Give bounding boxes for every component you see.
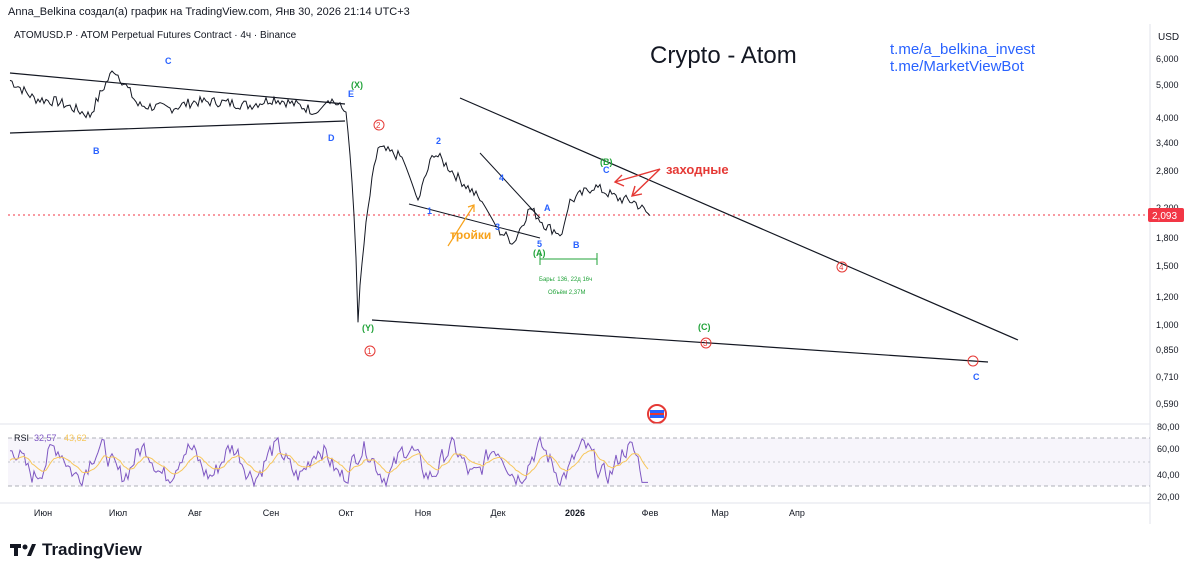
tradingview-logo-icon — [10, 544, 36, 556]
rsi-line[interactable] — [9, 435, 648, 488]
wave-label-4: 4 — [499, 173, 504, 183]
circle-5-marker — [967, 355, 979, 367]
wave-label-C-mid: C — [603, 165, 610, 175]
time-axis[interactable]: Июн Июл Авг Сен Окт Ноя Дек 2026 Фев Мар Апр — [34, 508, 805, 518]
triangle-upper-line[interactable] — [9, 72, 346, 105]
rsi-tick-80: 80,00 — [1157, 422, 1180, 432]
wave-label-circle-1: 1 — [367, 347, 372, 356]
wave-label-E: E — [348, 89, 354, 99]
time-axis-label: Июл — [109, 508, 127, 518]
wave-label-A-green: (A) — [533, 248, 546, 258]
wave-label-B-green: (B) — [600, 157, 613, 167]
current-price-value: 2,093 — [1152, 211, 1177, 222]
chart-title-annotation: Crypto - Atom — [650, 42, 797, 69]
price-tick-label: 6,000 — [1156, 54, 1179, 64]
price-tick-label: 5,000 — [1156, 80, 1179, 90]
price-tick-label: 2,800 — [1156, 166, 1179, 176]
wave-label-C-bottom: C — [973, 372, 980, 382]
rsi-tick-20: 20,00 — [1157, 492, 1180, 502]
rsi-label[interactable]: RSI — [14, 433, 29, 443]
time-axis-label: Сен — [263, 508, 280, 518]
circle-1-marker — [364, 345, 376, 357]
tradingview-logo-text: TradingView — [42, 540, 142, 559]
entry-arrowhead-1 — [613, 174, 625, 187]
time-axis-label: Ноя — [415, 508, 432, 518]
time-axis-label: Окт — [338, 508, 353, 518]
wave-label-A: A — [544, 203, 551, 213]
circle-4-marker — [836, 261, 848, 273]
range-stats-volume: Объём 2,37M — [548, 290, 585, 296]
circle-2-marker — [373, 119, 385, 131]
rsi-value: 32,57 — [34, 433, 57, 443]
price-tick-label: 4,000 — [1156, 113, 1179, 123]
wave-label-B: B — [573, 240, 580, 250]
current-price-tag — [1148, 208, 1184, 222]
wave-label-5: 5 — [537, 239, 542, 249]
descending-channel-lower[interactable] — [371, 319, 989, 363]
triangle-lower-line[interactable] — [9, 120, 346, 134]
symbol-title[interactable]: ATOMUSD.P · ATOM Perpetual Futures Contr… — [14, 30, 297, 41]
time-axis-label: 2026 — [565, 508, 585, 518]
wave-label-C-green: (C) — [698, 322, 711, 332]
price-series-line[interactable] — [9, 70, 651, 323]
chart-attribution: Anna_Belkina создал(а) график на Trading… — [8, 6, 410, 18]
entry-arrow-1 — [614, 168, 661, 183]
wave-label-C-top: C — [165, 56, 172, 66]
range-stats-bars: Бары: 136, 22д 16ч — [539, 277, 592, 283]
price-tick-label: 3,400 — [1156, 138, 1179, 148]
wave-label-D: D — [328, 133, 335, 143]
rsi-ma-value: 43,62 — [64, 433, 87, 443]
wave-label-1: 1 — [427, 206, 432, 216]
entries-label: заходные — [666, 162, 729, 177]
time-axis-label: Дек — [490, 508, 505, 518]
tradingview-logo[interactable]: TradingView — [10, 540, 142, 560]
price-tick-label: 0,590 — [1156, 399, 1179, 409]
descending-channel-upper[interactable] — [459, 97, 1019, 341]
price-tick-label: 0,850 — [1156, 345, 1179, 355]
circle-3-marker — [700, 337, 712, 349]
price-tick-label: 0,710 — [1156, 372, 1179, 382]
rsi-tick-40: 40,00 — [1157, 470, 1180, 480]
wave-label-circle-3: 3 — [703, 339, 708, 348]
wave-label-3: 3 — [495, 222, 500, 232]
triples-arrowhead — [467, 204, 475, 212]
wave-label-B-left: B — [93, 146, 100, 156]
rsi-ma-line[interactable] — [9, 449, 649, 477]
entry-arrowhead-2 — [630, 185, 643, 197]
triples-label: тройки — [450, 228, 491, 242]
price-tick-label: 1,500 — [1156, 261, 1179, 271]
entry-arrow-2 — [631, 168, 661, 197]
telegram-link-1[interactable]: t.me/a_belkina_invest — [890, 41, 1036, 58]
price-tick-label: 1,200 — [1156, 292, 1179, 302]
price-tick-label: 1,000 — [1156, 320, 1179, 330]
wave-label-Y: (Y) — [362, 323, 374, 333]
time-axis-label: Апр — [789, 508, 805, 518]
triples-arrow — [447, 204, 475, 247]
telegram-link-2[interactable]: t.me/MarketViewBot — [890, 58, 1025, 75]
wave-label-X: (X) — [351, 80, 363, 90]
price-tick-label: 1,800 — [1156, 233, 1179, 243]
wedge-upper-line[interactable] — [479, 152, 541, 219]
time-axis-label: Мар — [711, 508, 729, 518]
rsi-tick-60: 60,00 — [1157, 444, 1180, 454]
currency-label[interactable]: USD — [1158, 32, 1179, 43]
time-axis-label: Июн — [34, 508, 52, 518]
wave-label-2: 2 — [436, 136, 441, 146]
time-axis-label: Авг — [188, 508, 203, 518]
price-axis-panel — [1150, 24, 1192, 524]
wave-label-circle-4: 4 — [839, 263, 844, 272]
time-axis-label: Фев — [642, 508, 659, 518]
wave-label-circle-2: 2 — [376, 121, 381, 130]
